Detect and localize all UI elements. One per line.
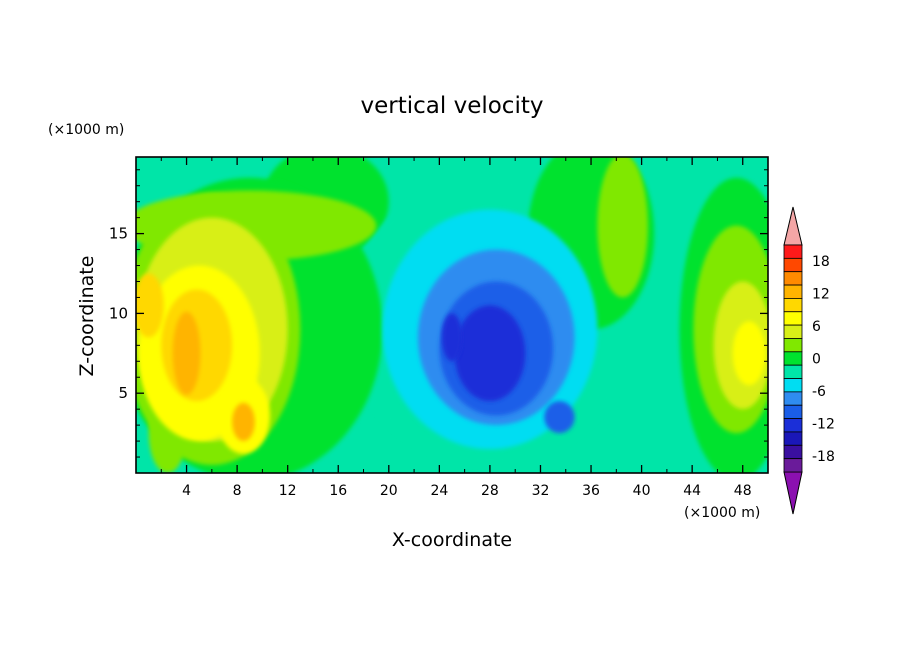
chart-title: vertical velocity <box>361 93 544 119</box>
colorbar-band <box>783 404 803 419</box>
colorbar-band <box>783 257 803 273</box>
colorbar-over-arrow <box>783 206 803 246</box>
colorbar-band <box>783 324 803 339</box>
contour-region-8 <box>597 157 648 298</box>
x-tick-label: 16 <box>329 483 347 499</box>
colorbar-band <box>783 431 803 446</box>
x-tick-label: 12 <box>279 483 297 499</box>
colorbar-label: -12 <box>812 416 835 432</box>
colorbar-band <box>783 418 803 433</box>
colorbar-band <box>783 284 803 299</box>
y-units-label: (×1000 m) <box>48 122 124 138</box>
contour-region-20 <box>136 273 164 338</box>
colorbar-band <box>783 391 803 406</box>
x-tick-label: 44 <box>683 483 701 499</box>
contour-field <box>136 157 768 473</box>
colorbar-band <box>783 311 803 326</box>
x-tick-label: 24 <box>430 483 448 499</box>
y-tick-label: 15 <box>109 225 128 243</box>
colorbar-label: -18 <box>812 449 835 465</box>
colorbar-label: -6 <box>812 384 826 400</box>
x-tick-label: 36 <box>582 483 600 499</box>
y-axis: 5 10 15 <box>109 169 768 458</box>
colorbar-band <box>783 271 803 286</box>
x-tick-label: 40 <box>633 483 651 499</box>
colorbar-label: 0 <box>812 352 821 368</box>
plot-frame <box>135 156 769 474</box>
colorbar-band <box>783 458 803 473</box>
x-tick-label: 8 <box>233 483 242 499</box>
colorbar-label: 12 <box>812 287 830 303</box>
colorbar-band <box>783 244 803 259</box>
x-tick-label: 32 <box>532 483 550 499</box>
contour-region-16 <box>732 321 766 386</box>
contour-region-23 <box>172 311 201 395</box>
colorbar-band <box>783 444 803 460</box>
y-axis-label: Z-coordinate <box>76 256 98 377</box>
x-axis: 4 8 12 16 20 24 28 32 36 40 44 48 <box>160 157 752 499</box>
y-tick-label: 5 <box>118 384 128 402</box>
colorbar: 18 12 6 0 -6 -12 -18 <box>783 206 835 515</box>
colorbar-under-arrow <box>783 471 803 515</box>
x-tick-label: 48 <box>734 483 752 499</box>
colorbar-label: 6 <box>812 319 821 335</box>
x-units-label: (×1000 m) <box>684 505 760 521</box>
x-tick-label: 4 <box>182 483 191 499</box>
colorbar-band <box>783 338 803 353</box>
colorbar-band <box>783 351 803 366</box>
x-tick-label: 20 <box>380 483 398 499</box>
y-tick-label: 10 <box>109 304 128 322</box>
contour-region-24 <box>232 402 255 442</box>
contour-region-18 <box>544 401 575 434</box>
contour-region-22 <box>441 313 463 362</box>
colorbar-band <box>783 378 803 393</box>
contour-region-21 <box>454 305 526 402</box>
colorbar-band <box>783 364 803 379</box>
x-tick-label: 28 <box>481 483 499 499</box>
colorbar-label: 18 <box>812 254 830 270</box>
colorbar-band <box>783 298 803 313</box>
x-axis-label: X-coordinate <box>392 529 512 551</box>
